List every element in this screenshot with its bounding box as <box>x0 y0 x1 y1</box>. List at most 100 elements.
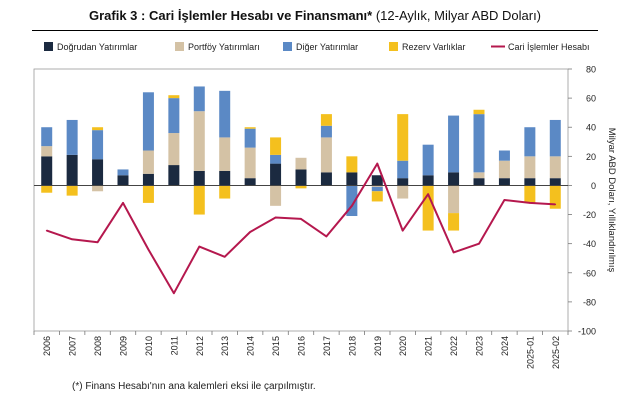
bar-segment <box>66 185 78 196</box>
bar-segment <box>295 185 307 189</box>
bar-segment <box>320 125 332 138</box>
current-account-point <box>401 229 404 232</box>
bar-segment <box>295 157 307 170</box>
bar-segment <box>422 175 434 186</box>
current-account-point <box>71 238 73 241</box>
x-tick-label: 2018 <box>347 336 357 356</box>
current-account-point <box>300 218 302 220</box>
x-tick-label: 2012 <box>195 336 205 356</box>
bar-segment <box>524 127 536 157</box>
current-account-point <box>452 251 455 254</box>
x-tick-label: 2011 <box>169 336 179 355</box>
current-account-point <box>173 292 175 294</box>
y-tick-label: 80 <box>586 65 596 75</box>
bar-segment <box>346 185 358 217</box>
x-tick-label: 2010 <box>144 336 154 356</box>
bar-segment <box>371 175 383 186</box>
bar-segment <box>142 92 154 151</box>
y-tick-label: -60 <box>583 268 596 278</box>
bar-segment <box>549 156 561 179</box>
bar-segment <box>498 150 510 161</box>
bar-segment <box>193 170 205 186</box>
bar-segment <box>244 127 256 129</box>
bar-segment <box>142 185 154 203</box>
bar-segment <box>397 185 409 199</box>
current-account-point <box>147 248 150 251</box>
legend-label: Portföy Yatırımları <box>188 42 260 52</box>
legend-label: Doğrudan Yatırımlar <box>57 42 137 52</box>
plot-frame <box>33 68 569 332</box>
bar-segment <box>168 95 180 99</box>
bar-segment <box>295 169 307 186</box>
bar-segment <box>219 137 231 171</box>
bar-segment <box>92 185 104 192</box>
y-tick-label: 40 <box>586 123 596 133</box>
bar-segment <box>371 191 383 202</box>
x-tick-label: 2006 <box>42 336 52 356</box>
x-tick-label: 2009 <box>119 336 129 356</box>
bar-segment <box>92 130 104 160</box>
x-tick-label: 2008 <box>93 336 103 356</box>
bar-segment <box>422 144 434 176</box>
bar-segment <box>41 146 53 157</box>
x-tick-label: 2025-01 <box>525 336 535 369</box>
x-tick-label: 2015 <box>271 336 281 356</box>
bar-segment <box>320 137 332 173</box>
bar-segment <box>92 159 104 186</box>
bar-segment <box>473 178 485 186</box>
bar-segment <box>448 115 460 173</box>
bar-segment <box>219 170 231 186</box>
bar-segment <box>448 213 460 231</box>
bar-segment <box>219 90 231 138</box>
current-account-point <box>274 216 277 219</box>
x-tick-label: 2017 <box>322 336 332 356</box>
current-account-point <box>198 245 201 248</box>
current-account-point <box>427 193 429 195</box>
title-rule <box>32 30 598 31</box>
bar-segment <box>41 156 53 186</box>
bar-segment <box>244 178 256 186</box>
legend-swatch <box>44 42 53 51</box>
bar-segment <box>448 185 460 214</box>
current-account-point <box>45 229 48 232</box>
x-tick-label: 2019 <box>373 336 383 356</box>
bar-segment <box>117 175 129 186</box>
current-account-point <box>325 235 328 238</box>
legend-swatch <box>389 42 398 51</box>
current-account-point <box>529 202 531 204</box>
x-tick-label: 2016 <box>297 336 307 356</box>
bar-segment <box>244 147 256 179</box>
x-tick-label: 2020 <box>398 336 408 356</box>
bar-segment <box>346 172 358 186</box>
bar-segment <box>320 172 332 186</box>
bar-segment <box>422 185 434 231</box>
current-account-point <box>96 241 99 244</box>
current-account-point <box>351 205 353 207</box>
bar-segment <box>524 178 536 186</box>
bar-segment <box>498 160 510 179</box>
bar-segment <box>524 156 536 179</box>
chart-title-bold: Grafik 3 : Cari İşlemler Hesabı ve Finan… <box>88 8 373 23</box>
current-account-point <box>223 255 226 258</box>
bar-segment <box>549 185 561 209</box>
current-account-point <box>554 203 557 206</box>
y-tick-label: 20 <box>586 152 596 162</box>
y-tick-label: 60 <box>586 94 596 104</box>
bar-segment <box>41 185 53 193</box>
bar-segment <box>371 186 383 192</box>
bar-segment <box>498 178 510 186</box>
y-tick-label: -80 <box>583 297 596 307</box>
bar-segment <box>397 114 409 161</box>
y-axis-title: Milyar ABD Doları, Yıllıklandırılmış <box>606 128 617 273</box>
y-tick-label: -20 <box>583 210 596 220</box>
x-tick-label: 2023 <box>475 336 485 356</box>
bar-segment <box>117 169 129 176</box>
bar-segment <box>270 185 282 206</box>
bar-segment <box>41 127 53 147</box>
legend-label: Rezerv Varlıklar <box>402 42 465 52</box>
x-tick-label: 2022 <box>449 336 459 356</box>
x-tick-label: 2013 <box>220 336 230 356</box>
bar-segment <box>193 185 205 215</box>
